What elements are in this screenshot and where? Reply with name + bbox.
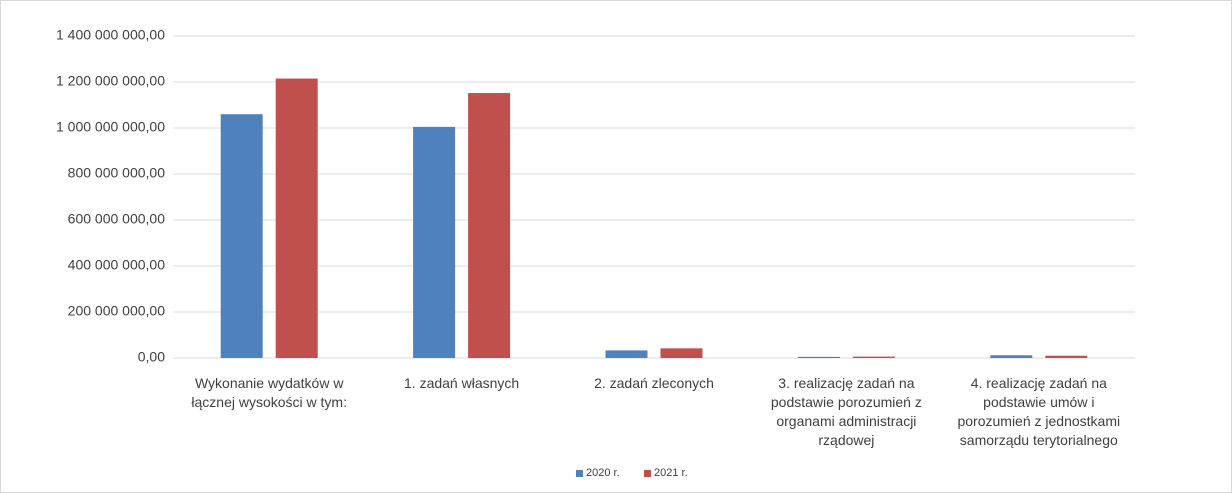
legend-swatch (576, 469, 583, 477)
x-tick-label: 2. zadań zleconych (594, 375, 714, 391)
bar (990, 355, 1033, 358)
y-tick-label: 400 000 000,00 (68, 257, 166, 273)
bar (797, 356, 840, 358)
legend-label: 2020 r. (586, 467, 620, 479)
legend-swatch (644, 469, 651, 477)
x-tick-label: Wykonanie wydatków w łącznej wysokości w… (191, 375, 347, 410)
x-tick-label: 3. realizację zadań na podstawie porozum… (770, 375, 922, 448)
bar (852, 356, 895, 358)
bar (1045, 355, 1088, 358)
legend-label: 2021 r. (654, 467, 688, 479)
y-tick-label: 1 200 000 000,00 (56, 73, 165, 89)
x-tick-label: 4. realizację zadań na podstawie umów i … (957, 375, 1121, 448)
y-tick-label: 200 000 000,00 (68, 303, 166, 319)
bar (220, 114, 263, 358)
legend-item: 2020 r. (576, 467, 620, 479)
legend-item: 2021 r. (644, 467, 688, 479)
y-tick-label: 1 400 000 000,00 (56, 27, 165, 43)
bar (605, 350, 648, 358)
bar (275, 78, 318, 359)
x-tick-label: 1. zadań własnych (404, 375, 520, 391)
y-tick-label: 1 000 000 000,00 (56, 119, 165, 135)
bar (660, 348, 703, 358)
bar (468, 93, 511, 358)
y-tick-label: 0,00 (138, 349, 165, 365)
bar (413, 126, 456, 358)
y-tick-label: 600 000 000,00 (68, 211, 166, 227)
y-tick-label: 800 000 000,00 (68, 165, 166, 181)
